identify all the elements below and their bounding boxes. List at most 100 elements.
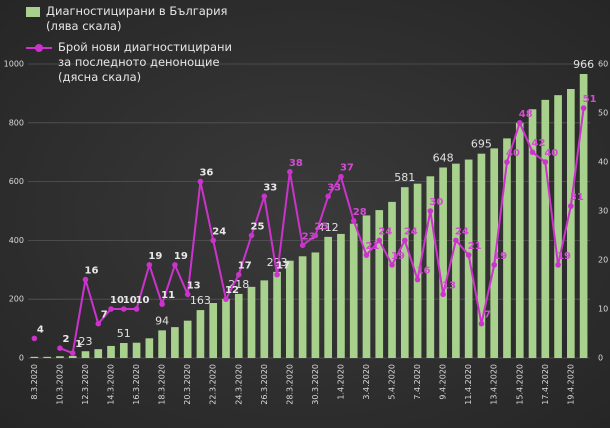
x-tick-label: 22.3.2020: [209, 364, 218, 405]
line-value-label: 25: [314, 222, 328, 233]
line-value-label: 36: [199, 168, 213, 179]
x-tick-label: 3.4.2020: [362, 364, 371, 400]
line-value-label: 42: [532, 138, 546, 149]
x-tick-label: 14.3.2020: [107, 364, 116, 405]
line-marker: [440, 291, 446, 298]
line-marker: [542, 159, 549, 165]
line-value-label: 10: [136, 295, 150, 306]
line-value-label: 13: [442, 280, 456, 291]
line-marker: [401, 237, 408, 244]
bar: [273, 271, 281, 358]
bar: [56, 356, 64, 358]
bar: [183, 320, 192, 358]
line-marker: [95, 320, 102, 327]
line-value-label: 13: [187, 280, 201, 291]
line-marker: [299, 242, 306, 249]
line-marker: [325, 193, 331, 200]
line-value-label: 33: [327, 182, 341, 193]
line-marker: [312, 232, 319, 239]
line-marker: [453, 237, 459, 244]
legend-item: Брой нови диагностицирани за последното …: [26, 40, 232, 85]
line-marker: [516, 120, 523, 126]
line-value-label: 24: [455, 226, 469, 237]
bar: [528, 109, 537, 358]
line-value-label: 17: [276, 261, 290, 272]
y2-tick-label: 30: [598, 207, 608, 216]
bar: [222, 298, 230, 358]
line-value-label: 40: [506, 148, 520, 159]
bar: [209, 303, 218, 358]
line-value-label: 19: [148, 251, 162, 262]
line-value-label: 2: [62, 334, 69, 345]
line-value-label: 25: [251, 222, 265, 233]
line-marker: [568, 203, 574, 209]
line-marker: [389, 262, 395, 268]
line-value-label: 24: [404, 226, 418, 237]
line-marker: [363, 252, 370, 258]
x-tick-label: 30.3.2020: [311, 364, 320, 405]
line-marker: [223, 296, 229, 303]
bar: [324, 236, 332, 358]
y-tick-label: 1000: [4, 60, 24, 69]
line-marker: [350, 218, 357, 224]
line-marker: [210, 237, 217, 244]
bar-value-label: 648: [433, 151, 454, 164]
line-marker: [197, 178, 204, 185]
bar: [298, 256, 307, 358]
line-value-label: 10: [123, 295, 137, 306]
bar: [94, 349, 103, 358]
line-marker: [274, 271, 280, 278]
bar: [362, 215, 371, 358]
x-tick-label: 17.4.2020: [541, 364, 550, 405]
bar-value-label: 94: [155, 314, 169, 327]
line-marker: [287, 169, 293, 175]
x-tick-label: 16.3.2020: [132, 364, 141, 405]
line-value-label: 48: [519, 109, 533, 120]
bar: [541, 99, 550, 359]
line-marker: [414, 276, 421, 283]
bar: [490, 148, 499, 358]
legend-swatch: [26, 7, 40, 17]
x-tick-label: 24.3.2020: [234, 364, 243, 405]
line-marker: [82, 276, 89, 283]
x-tick-label: 1.4.2020: [336, 364, 345, 400]
line: [59, 107, 585, 355]
bar: [400, 187, 409, 358]
bar-value-label: 163: [190, 294, 211, 307]
line-value-label: 51: [583, 94, 597, 105]
y2-tick-label: 20: [598, 256, 608, 265]
line-marker: [69, 350, 76, 356]
y2-tick-label: 10: [598, 305, 608, 314]
x-tick-label: 15.4.2020: [515, 364, 524, 405]
bar: [349, 223, 358, 358]
line-value-label: 24: [212, 226, 226, 237]
bar: [119, 343, 128, 358]
bar-value-label: 412: [318, 221, 339, 234]
bar: [145, 338, 154, 358]
line-value-label: 19: [557, 251, 571, 262]
line-marker: [504, 159, 510, 165]
x-tick-label: 28.3.2020: [285, 364, 294, 405]
line-marker: [133, 306, 140, 312]
bar: [567, 88, 575, 359]
bar-value-label: 695: [471, 138, 492, 151]
line-value-label: 23: [302, 231, 316, 242]
bar: [286, 260, 294, 358]
line-value-label: 19: [174, 251, 188, 262]
line-marker: [376, 237, 383, 244]
line-marker: [120, 306, 127, 312]
line-marker: [184, 291, 191, 298]
bar: [132, 342, 141, 358]
line-value-label: 37: [340, 163, 354, 174]
line-value-label: 31: [570, 192, 584, 203]
line-value-label: 12: [225, 285, 239, 296]
line-marker: [478, 320, 485, 327]
bar: [196, 310, 205, 358]
line-marker: [580, 105, 587, 111]
bar: [171, 327, 179, 358]
line-value-label: 33: [263, 182, 277, 193]
line-marker: [159, 301, 165, 307]
y2-tick-label: 50: [598, 109, 608, 118]
